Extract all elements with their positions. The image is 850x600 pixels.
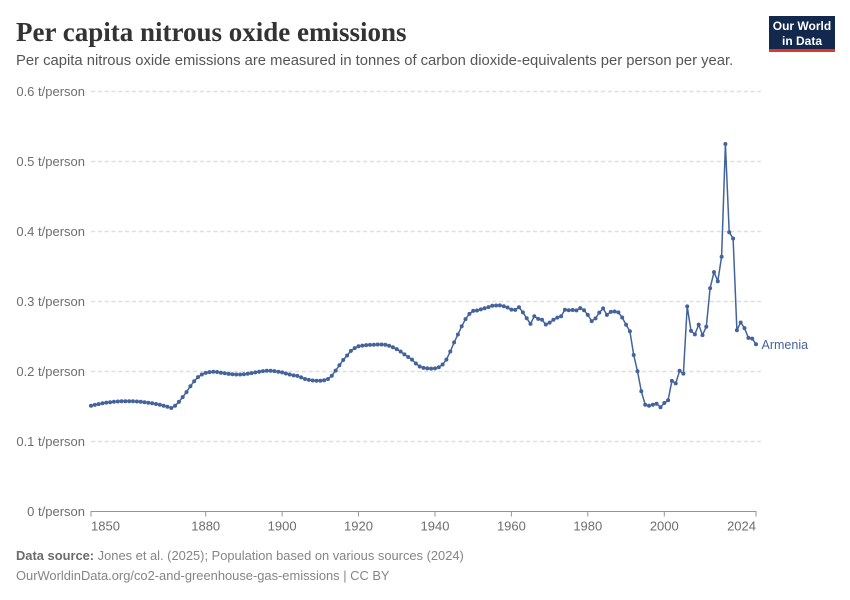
svg-text:1980: 1980: [573, 519, 602, 534]
svg-text:2000: 2000: [650, 519, 679, 534]
svg-text:0.1 t/person: 0.1 t/person: [16, 434, 85, 449]
svg-text:Armenia: Armenia: [762, 338, 809, 352]
svg-text:1920: 1920: [344, 519, 373, 534]
svg-text:0.3 t/person: 0.3 t/person: [16, 294, 85, 309]
svg-text:0.6 t/person: 0.6 t/person: [16, 84, 85, 99]
svg-text:0.4 t/person: 0.4 t/person: [16, 224, 85, 239]
svg-text:0.5 t/person: 0.5 t/person: [16, 154, 85, 169]
svg-text:1880: 1880: [191, 519, 220, 534]
svg-text:1960: 1960: [497, 519, 526, 534]
svg-text:2024: 2024: [727, 519, 756, 534]
svg-text:0.2 t/person: 0.2 t/person: [16, 364, 85, 379]
svg-text:0 t/person: 0 t/person: [27, 504, 85, 519]
svg-text:1940: 1940: [421, 519, 450, 534]
svg-text:1900: 1900: [268, 519, 297, 534]
svg-text:1850: 1850: [91, 519, 120, 534]
